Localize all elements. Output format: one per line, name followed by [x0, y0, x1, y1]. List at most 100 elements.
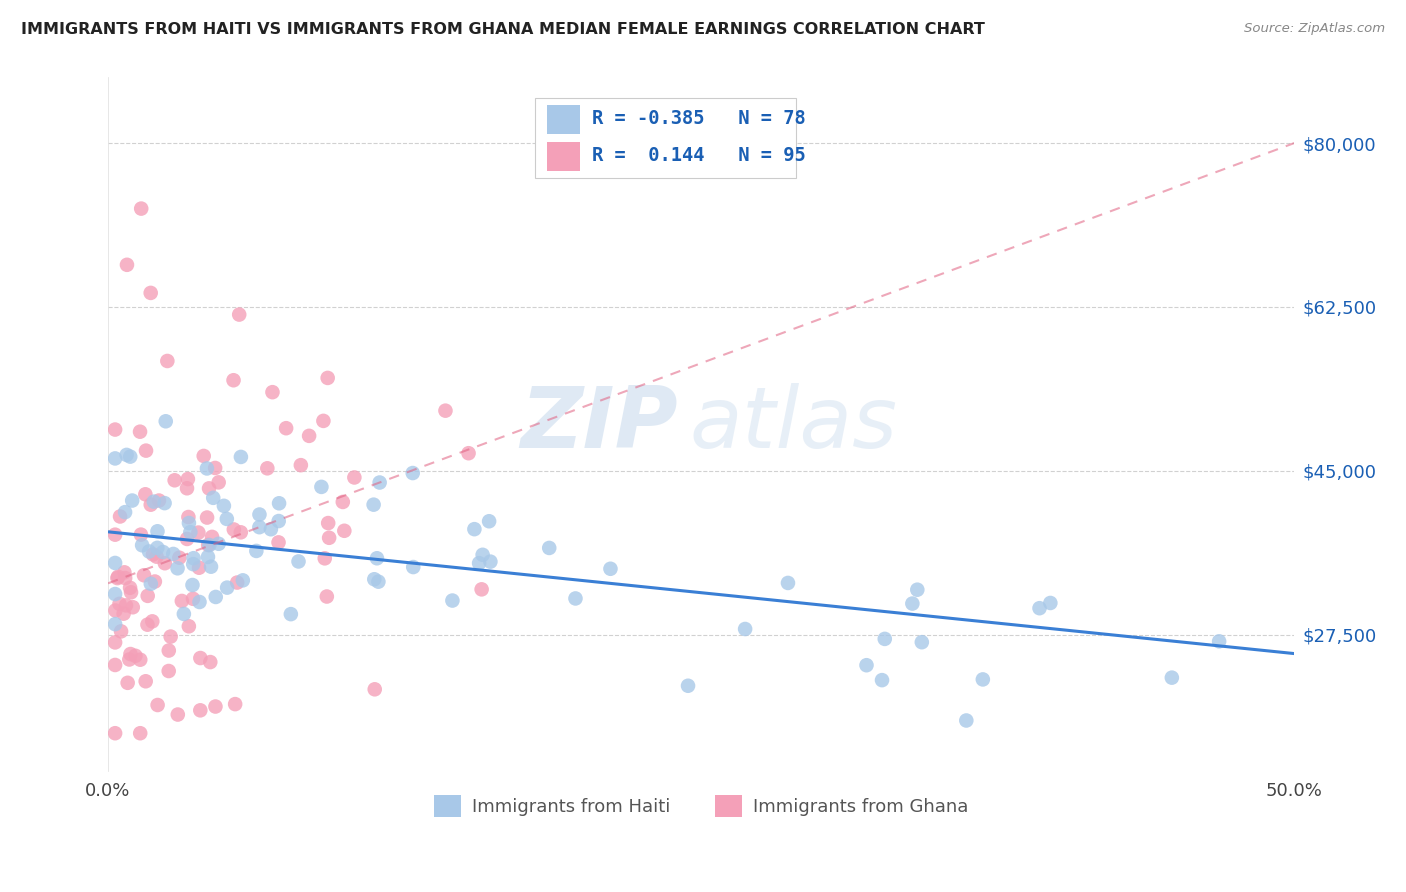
Point	[855, 658, 877, 673]
Point	[112, 607, 135, 621]
Point	[204, 699, 226, 714]
Point	[232, 574, 254, 588]
Point	[170, 594, 193, 608]
Point	[142, 494, 165, 508]
Point	[181, 591, 204, 606]
Point	[157, 664, 180, 678]
Point	[115, 599, 138, 613]
Point	[108, 509, 131, 524]
Point	[287, 554, 309, 568]
Point	[332, 495, 354, 509]
Point	[478, 514, 501, 528]
Point	[311, 480, 333, 494]
Point	[193, 449, 215, 463]
Point	[155, 414, 177, 428]
Point	[217, 581, 239, 595]
Point	[479, 555, 502, 569]
Point	[229, 525, 252, 540]
Point	[363, 572, 385, 586]
Point	[136, 589, 159, 603]
Text: ZIP: ZIP	[520, 383, 678, 466]
Point	[121, 493, 143, 508]
Point	[267, 535, 290, 549]
Point	[212, 499, 235, 513]
Point	[152, 545, 174, 559]
Point	[190, 651, 212, 665]
Point	[367, 574, 389, 589]
Point	[402, 466, 425, 480]
Point	[129, 726, 152, 740]
Point	[104, 657, 127, 672]
Point	[197, 538, 219, 552]
Point	[114, 505, 136, 519]
Point	[157, 643, 180, 657]
Point	[366, 551, 388, 566]
Point	[316, 516, 339, 530]
Point	[153, 556, 176, 570]
Point	[538, 541, 561, 555]
Point	[131, 538, 153, 552]
Point	[129, 527, 152, 541]
Point	[1160, 671, 1182, 685]
Point	[188, 703, 211, 717]
Point	[224, 697, 246, 711]
Point	[183, 551, 205, 566]
Point	[104, 527, 127, 541]
Point	[129, 202, 152, 216]
Text: atlas: atlas	[689, 383, 897, 466]
Point	[873, 632, 896, 646]
Point	[260, 522, 283, 536]
Point	[368, 475, 391, 490]
Point	[139, 576, 162, 591]
Point	[290, 458, 312, 472]
Point	[245, 544, 267, 558]
Point	[441, 593, 464, 607]
Point	[169, 550, 191, 565]
Point	[146, 541, 169, 555]
Point	[134, 487, 156, 501]
Point	[208, 475, 231, 490]
Point	[256, 461, 278, 475]
Point	[202, 491, 225, 505]
Point	[139, 285, 162, 300]
Point	[280, 607, 302, 621]
Point	[204, 590, 226, 604]
Point	[120, 450, 142, 464]
Point	[276, 421, 298, 435]
Point	[110, 624, 132, 639]
Point	[139, 498, 162, 512]
Point	[249, 508, 271, 522]
Point	[267, 496, 290, 510]
Point	[132, 568, 155, 582]
Point	[314, 551, 336, 566]
Point	[181, 557, 204, 571]
Point	[267, 514, 290, 528]
Point	[776, 576, 799, 591]
Point	[146, 524, 169, 539]
Point	[1208, 634, 1230, 648]
Point	[181, 578, 204, 592]
Point	[201, 530, 224, 544]
Point	[1028, 601, 1050, 615]
Point	[200, 655, 222, 669]
Point	[104, 635, 127, 649]
Point	[972, 673, 994, 687]
Point	[434, 403, 457, 417]
Point	[312, 414, 335, 428]
Point	[229, 450, 252, 464]
Point	[177, 619, 200, 633]
Point	[136, 617, 159, 632]
Point	[402, 560, 425, 574]
Point	[121, 600, 143, 615]
Point	[262, 385, 284, 400]
Legend: Immigrants from Haiti, Immigrants from Ghana: Immigrants from Haiti, Immigrants from G…	[426, 788, 976, 824]
Point	[187, 525, 209, 540]
Point	[195, 461, 218, 475]
Point	[471, 582, 494, 597]
FancyBboxPatch shape	[547, 105, 581, 135]
Point	[901, 597, 924, 611]
Point	[104, 587, 127, 601]
Point	[163, 473, 186, 487]
Point	[159, 630, 181, 644]
Point	[200, 559, 222, 574]
